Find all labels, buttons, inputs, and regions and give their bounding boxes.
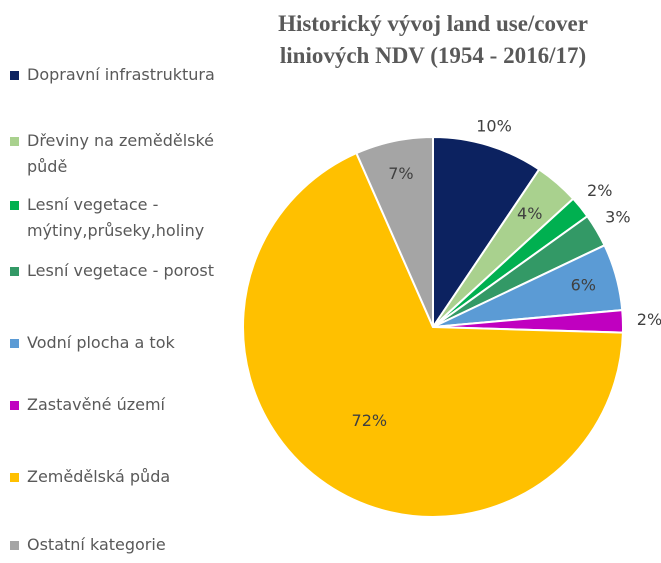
data-label: 72% <box>352 411 388 430</box>
legend-label: Vodní plocha a tok <box>27 333 175 352</box>
legend-label: Dřeviny na zemědělské půdě <box>27 131 215 176</box>
legend-item: Dopravní infrastruktura <box>10 62 245 88</box>
data-label: 2% <box>587 181 612 200</box>
legend-label: Lesní vegetace - porost <box>27 261 215 280</box>
pie-slice <box>355 135 434 328</box>
data-label: 6% <box>571 275 596 294</box>
data-label: 10% <box>476 117 512 136</box>
legend-item: Vodní plocha a tok <box>10 330 245 356</box>
legend-item: Lesní vegetace - porost <box>10 258 245 284</box>
legend-label: Zastavěné území <box>27 395 165 414</box>
legend-item: Dřeviny na zemědělské půdě <box>10 128 245 180</box>
legend-label: Ostatní kategorie <box>27 535 166 554</box>
legend-label: Lesní vegetace - mýtiny,průseky,holiny <box>27 195 205 240</box>
legend-item: Zastavěné území <box>10 392 245 418</box>
legend-label: Dopravní infrastruktura <box>27 65 215 84</box>
legend-item: Ostatní kategorie <box>10 532 245 558</box>
data-label: 2% <box>637 310 661 329</box>
legend-swatch <box>10 137 19 146</box>
legend-swatch <box>10 71 19 80</box>
legend-swatch <box>10 401 19 410</box>
legend-swatch <box>10 201 19 210</box>
legend-item: Lesní vegetace - mýtiny,průseky,holiny <box>10 192 245 244</box>
pie-slice <box>432 135 541 331</box>
legend-label: Zemědělská půda <box>27 467 171 486</box>
data-label: 3% <box>605 207 630 226</box>
data-label: 4% <box>517 204 542 223</box>
chart-title: Historický vývoj land use/cover liniovýc… <box>278 11 588 68</box>
data-label: 7% <box>388 164 413 183</box>
legend-item: Zemědělská půda <box>10 464 245 490</box>
legend-swatch <box>10 541 19 550</box>
pie-slice <box>242 151 624 518</box>
legend-swatch <box>10 473 19 482</box>
legend-swatch <box>10 267 19 276</box>
legend-swatch <box>10 339 19 348</box>
